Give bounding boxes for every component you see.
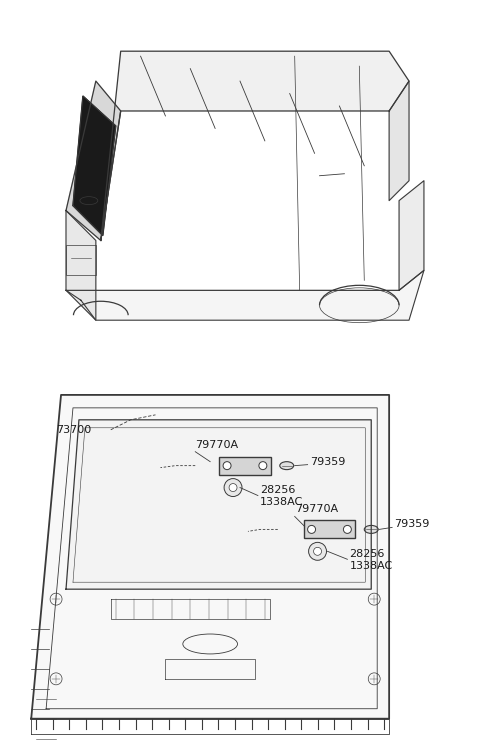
Circle shape <box>259 462 267 470</box>
Text: 79359: 79359 <box>394 519 430 529</box>
Circle shape <box>309 542 326 560</box>
Circle shape <box>224 479 242 496</box>
Circle shape <box>223 462 231 470</box>
Polygon shape <box>101 51 409 241</box>
Circle shape <box>308 525 315 534</box>
Polygon shape <box>66 210 96 320</box>
Text: 1338AC: 1338AC <box>260 496 303 507</box>
Bar <box>219 456 271 474</box>
Circle shape <box>229 484 237 491</box>
Polygon shape <box>73 96 116 236</box>
Bar <box>304 520 355 539</box>
Circle shape <box>313 548 322 555</box>
Polygon shape <box>389 81 409 201</box>
Text: 28256: 28256 <box>260 485 295 494</box>
Polygon shape <box>66 81 120 241</box>
Text: 79770A: 79770A <box>295 505 338 514</box>
Text: 73700: 73700 <box>56 425 91 435</box>
Circle shape <box>343 525 351 534</box>
Polygon shape <box>66 420 371 589</box>
Polygon shape <box>66 270 424 320</box>
Ellipse shape <box>364 525 378 534</box>
Bar <box>66 245 96 276</box>
Ellipse shape <box>280 462 294 470</box>
Text: 79359: 79359 <box>310 456 345 467</box>
Polygon shape <box>31 395 389 719</box>
Text: 1338AC: 1338AC <box>349 561 393 571</box>
Text: 28256: 28256 <box>349 549 385 559</box>
Text: 79770A: 79770A <box>195 439 239 450</box>
Polygon shape <box>399 181 424 290</box>
